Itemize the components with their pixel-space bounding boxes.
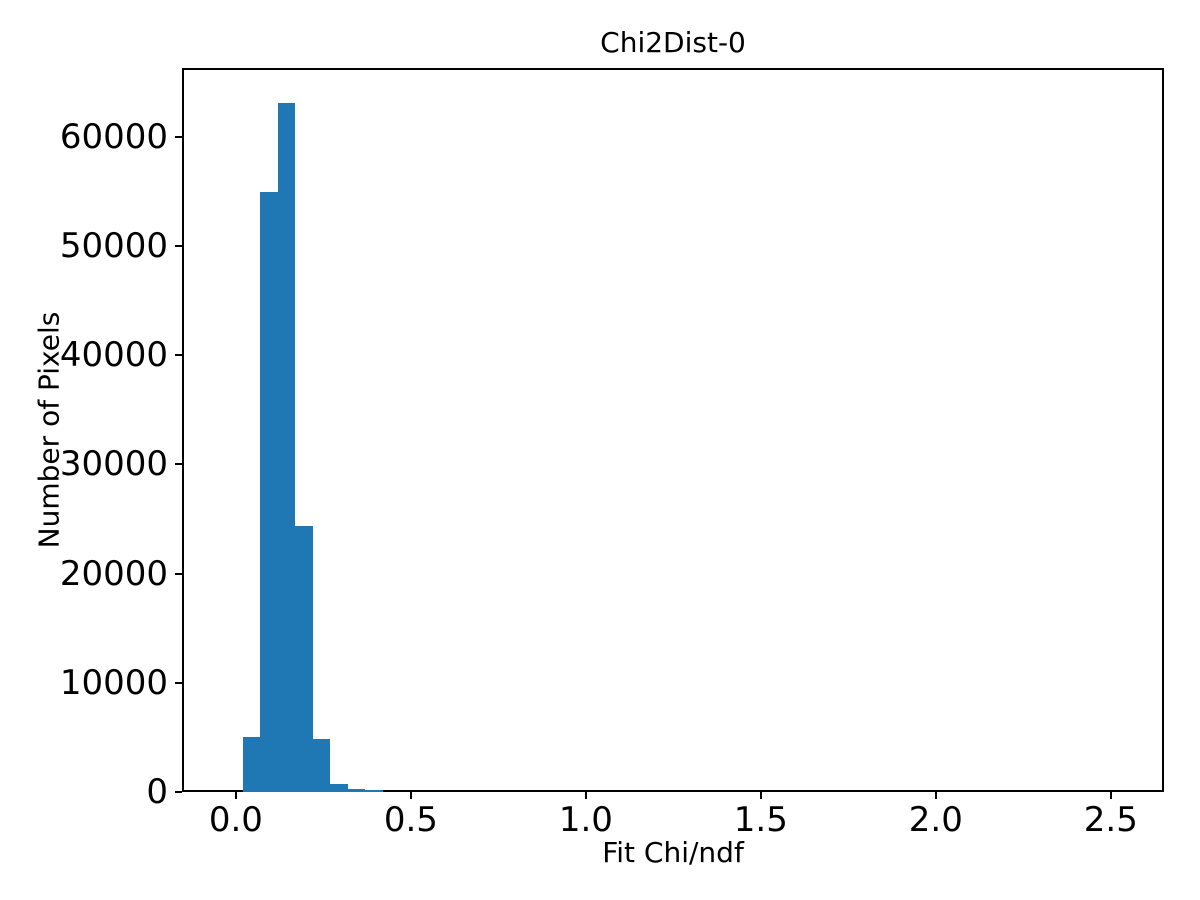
x-tick-label: 2.0	[908, 800, 963, 840]
histogram-bar	[312, 738, 331, 792]
x-tick-label: 1.5	[733, 800, 788, 840]
x-tick-mark	[759, 792, 762, 799]
histogram-bar	[295, 525, 313, 792]
plot-area	[182, 68, 1164, 792]
y-tick-mark	[175, 354, 182, 357]
chart-title: Chi2Dist-0	[600, 26, 746, 59]
x-tick-label: 1.0	[558, 800, 613, 840]
y-tick-label: 50000	[59, 226, 168, 267]
x-tick-label: 0.5	[383, 800, 438, 840]
y-tick-mark	[175, 135, 182, 138]
y-tick-mark	[175, 572, 182, 575]
histogram-bar	[347, 789, 366, 792]
y-tick-mark	[175, 245, 182, 248]
y-tick-label: 40000	[59, 335, 168, 376]
y-tick-label: 60000	[59, 116, 168, 157]
x-axis-label: Fit Chi/ndf	[602, 836, 744, 869]
x-tick-mark	[409, 792, 412, 799]
histogram-bar	[365, 790, 383, 792]
y-tick-mark	[175, 791, 182, 793]
y-tick-label: 10000	[59, 662, 168, 703]
x-tick-mark	[1109, 792, 1112, 799]
x-tick-label: 0.0	[208, 800, 263, 840]
y-tick-mark	[175, 681, 182, 684]
y-axis-label: Number of Pixels	[32, 311, 66, 549]
y-tick-mark	[175, 463, 182, 466]
y-tick-label: 20000	[59, 553, 168, 594]
histogram-bar	[330, 783, 348, 792]
x-tick-label: 2.5	[1083, 800, 1138, 840]
y-tick-label: 30000	[59, 444, 168, 485]
x-tick-mark	[584, 792, 587, 799]
histogram-bar	[277, 103, 296, 792]
histogram-bar	[260, 191, 278, 792]
histogram-bar	[242, 737, 261, 792]
y-tick-label: 0	[146, 772, 168, 812]
x-tick-mark	[934, 792, 937, 799]
x-tick-mark	[234, 792, 237, 799]
